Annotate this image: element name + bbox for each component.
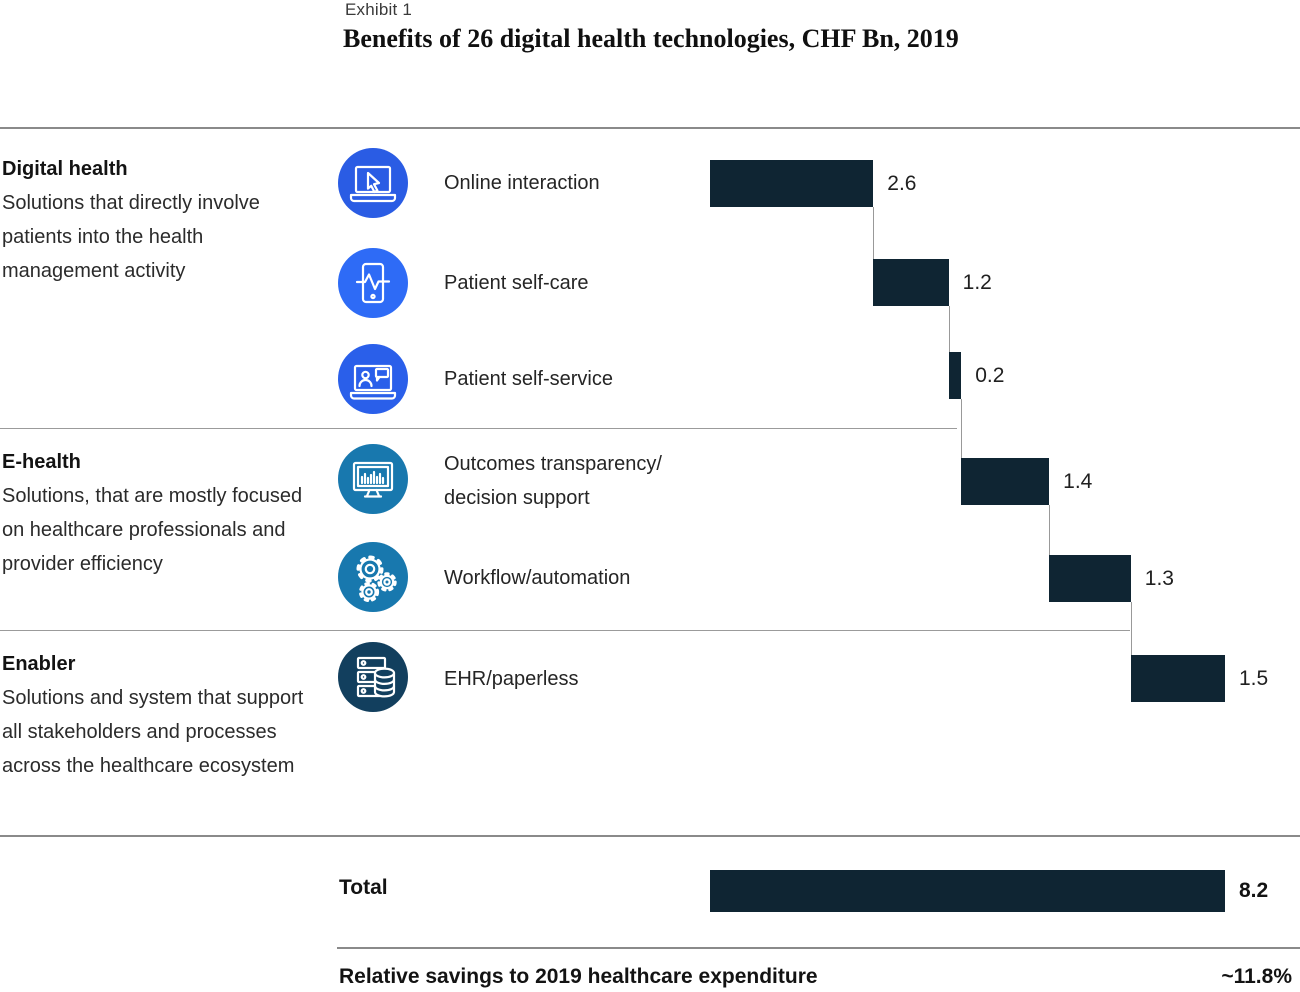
phone-pulse-icon — [338, 248, 408, 318]
laptop-cursor-icon — [338, 148, 408, 218]
value-label: 1.4 — [1063, 469, 1093, 493]
group-description: Solutions, that are mostly focused on he… — [2, 485, 303, 575]
exhibit-label: Exhibit 1 — [345, 0, 413, 19]
total-label: Total — [339, 876, 388, 899]
server-database-icon — [338, 642, 408, 712]
footer-value-label: ~11.8% — [1221, 965, 1292, 988]
value-label: 2.6 — [887, 171, 917, 195]
group-e-health: E-health Solutions, that are mostly focu… — [2, 445, 312, 581]
group-title: Digital health — [2, 158, 128, 180]
value-label: 0.2 — [975, 363, 1005, 387]
waterfall-bar — [710, 160, 874, 207]
footer-label: Relative savings to 2019 healthcare expe… — [339, 965, 818, 988]
group-divider-line — [0, 630, 1130, 631]
page-title: Benefits of 26 digital health technologi… — [343, 24, 959, 53]
group-enabler: Enabler Solutions and system that suppor… — [2, 647, 312, 783]
row-label: EHR/paperless — [444, 668, 579, 690]
row-label: Patient self-service — [444, 368, 613, 390]
group-digital-health: Digital health Solutions that directly i… — [2, 152, 312, 288]
value-label: 1.2 — [962, 270, 992, 294]
group-description: Solutions and system that support all st… — [2, 687, 304, 777]
row-label: Workflow/automation — [444, 567, 631, 589]
connector-line — [961, 399, 962, 458]
connector-line — [949, 306, 950, 352]
connector-line — [873, 207, 874, 259]
waterfall-bar — [873, 259, 949, 306]
row-label: Patient self-care — [444, 272, 589, 294]
value-label: 1.3 — [1144, 566, 1174, 590]
row-label: Online interaction — [444, 172, 600, 194]
gears-icon — [338, 542, 408, 612]
connector-line — [1049, 505, 1050, 555]
waterfall-bar — [1130, 655, 1225, 702]
waterfall-bar — [961, 458, 1050, 505]
total-bar — [710, 870, 1225, 912]
total-value-label: 8.2 — [1239, 879, 1269, 902]
value-label: 1.5 — [1239, 666, 1269, 690]
group-title: E-health — [2, 451, 81, 473]
waterfall-bar — [1049, 555, 1131, 602]
row-label: Outcomes transparency/ decision support — [444, 453, 662, 509]
group-divider-line — [0, 428, 958, 429]
laptop-person-chat-icon — [338, 344, 408, 414]
connector-line — [1131, 602, 1132, 655]
waterfall-bar — [948, 352, 962, 399]
top-divider-line — [0, 127, 1300, 129]
monitor-chart-icon — [338, 444, 408, 514]
footer-divider-line — [337, 947, 1300, 949]
group-title: Enabler — [2, 653, 76, 675]
total-section-divider-line — [0, 835, 1300, 837]
group-description: Solutions that directly involve patients… — [2, 192, 260, 282]
